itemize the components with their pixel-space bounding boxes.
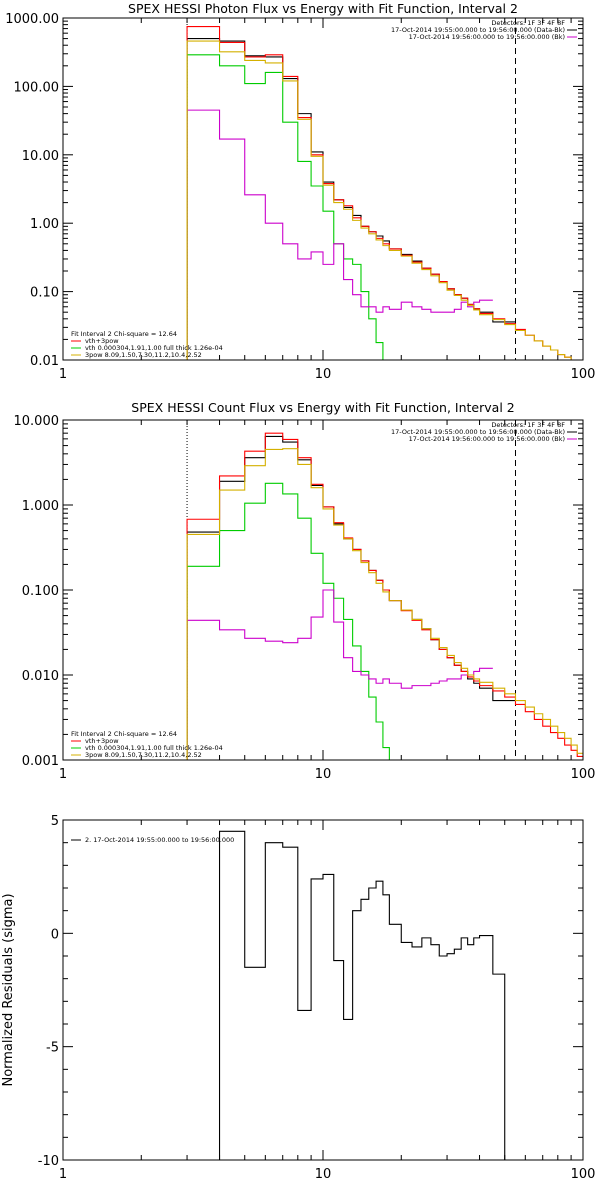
x-tick-label: 100 — [571, 367, 596, 382]
x-tick-label: 1 — [59, 1167, 67, 1182]
y-axis-label: Normalized Residuals (sigma) — [1, 893, 16, 1086]
x-tick-label: 10 — [315, 367, 332, 382]
y-tick-label: 0.001 — [22, 754, 59, 769]
x-tick-label: 100 — [571, 1167, 596, 1182]
series-line-3 — [186, 54, 402, 360]
legend-left-text: vth 0.000304,1.91,1.00 full thick 1.26e-… — [85, 344, 223, 352]
series-line-4 — [186, 589, 493, 760]
series-line-2 — [186, 26, 583, 360]
chart-panel-1: SPEX HESSI Photon Flux vs Energy with Fi… — [5, 1, 595, 382]
series-line-2 — [186, 432, 583, 760]
legend-left-text: vth 0.000304,1.91,1.00 full thick 1.26e-… — [85, 744, 223, 752]
legend-left-text: 2. 17-Oct-2014 19:55:00.000 to 19:56:00.… — [85, 836, 234, 844]
y-tick-label: 10.00 — [22, 149, 59, 164]
series-line-1 — [186, 38, 516, 360]
legend-left-text: vth+3pow — [85, 737, 119, 745]
plot-frame — [62, 17, 584, 361]
legend-left-text: 3pow 8.09,1.50,7.30,11.2,10.4,2.52 — [85, 751, 202, 759]
chart-panel-3: 1 10 100 -10 -5 0 5 Normalized Residuals (sigma… — [1, 814, 595, 1182]
x-tick-label: 1 — [59, 767, 67, 782]
legend-right-text: Detectors: 1F 3F 4F 8F — [491, 19, 565, 27]
plot-frame — [62, 819, 584, 1161]
plot-frame — [62, 419, 584, 761]
series-line-1 — [187, 830, 516, 1160]
x-tick-label: 10 — [315, 767, 332, 782]
x-tick-label: 100 — [571, 767, 596, 782]
y-tick-label: 0.100 — [22, 584, 59, 599]
y-tick-label: 10.000 — [14, 414, 60, 429]
series-line-3 — [186, 482, 413, 760]
series-line-1 — [186, 435, 516, 760]
y-tick-label: 0.010 — [22, 669, 59, 684]
legend-right-text: Detectors: 1F 3F 4F 8F — [491, 421, 565, 429]
legend-right-text: 17-Oct-2014 19:56:00.000 to 19:56:00.000… — [409, 33, 565, 41]
legend-left-text: vth+3pow — [85, 337, 119, 345]
legend-right-text: 17-Oct-2014 19:56:00.000 to 19:56:00.000… — [409, 435, 565, 443]
y-tick-label: 0 — [51, 927, 59, 942]
y-tick-label: 100.00 — [14, 80, 60, 95]
legend-left-text: Fit Interval 2 Chi-square = 12.64 — [71, 730, 177, 738]
y-tick-label: -10 — [38, 1154, 59, 1169]
chart-panel-2: SPEX HESSI Count Flux vs Energy with Fit… — [14, 400, 596, 782]
x-tick-label: 1 — [59, 367, 67, 382]
legend-left-text: Fit Interval 2 Chi-square = 12.64 — [71, 330, 177, 338]
series-line-5 — [186, 448, 583, 760]
legend-right-text: 17-Oct-2014 19:55:00.000 to 19:56:00.000… — [391, 428, 565, 436]
y-tick-label: -5 — [46, 1041, 59, 1056]
y-tick-label: 5 — [51, 814, 59, 829]
x-tick-label: 10 — [315, 1167, 332, 1182]
chart-title: SPEX HESSI Photon Flux vs Energy with Fi… — [128, 1, 518, 16]
legend-right-text: 17-Oct-2014 19:55:00.000 to 19:56:00.000… — [391, 26, 565, 34]
legend-left-text: 3pow 8.09,1.50,7.30,11.2,10.4,2.52 — [85, 351, 202, 359]
y-tick-label: 1000.00 — [5, 12, 59, 27]
y-tick-label: 0.01 — [30, 354, 59, 369]
chart-title: SPEX HESSI Count Flux vs Energy with Fit… — [131, 400, 514, 415]
y-tick-label: 1.00 — [30, 217, 59, 232]
y-tick-label: 0.10 — [30, 286, 59, 301]
series-line-5 — [186, 40, 583, 360]
series-line-4 — [186, 109, 493, 360]
y-tick-label: 1.000 — [22, 499, 59, 514]
